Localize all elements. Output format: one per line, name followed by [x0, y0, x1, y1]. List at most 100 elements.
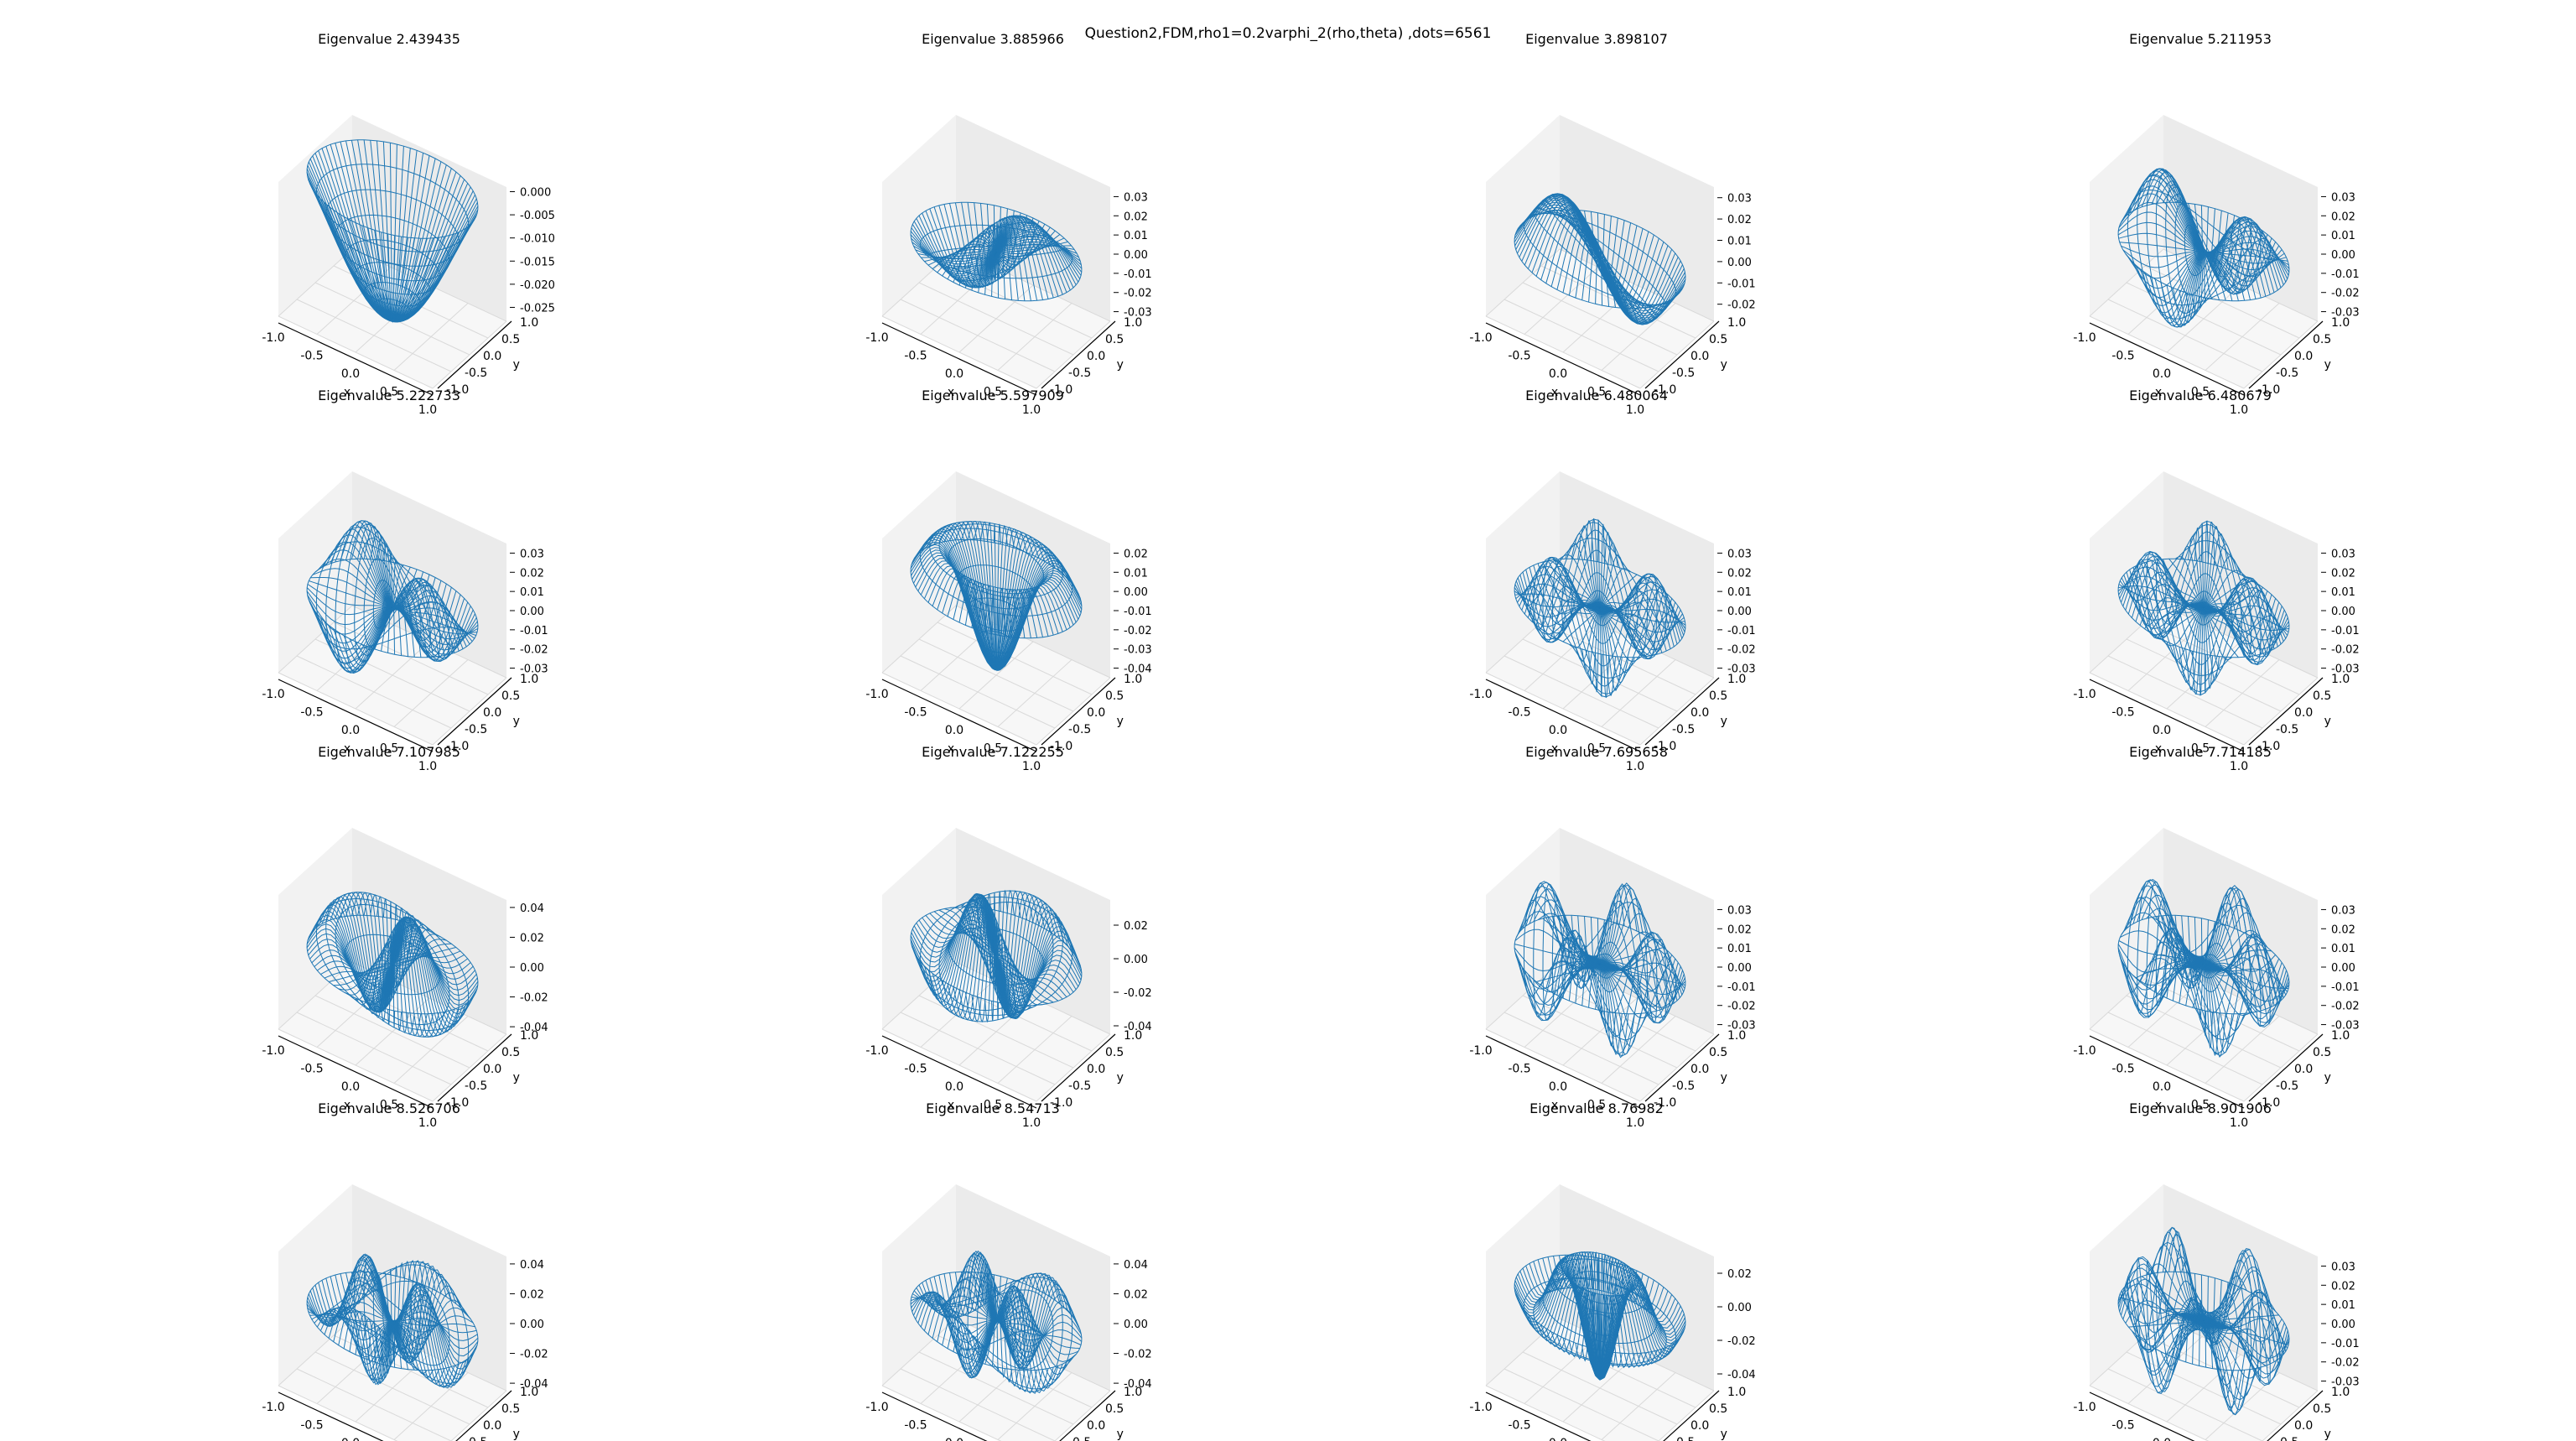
surface-ring [929, 1272, 1063, 1392]
subplot-11: Eigenvalue 7.695658-1.0-0.50.00.51.0x1.0… [1469, 744, 1755, 1130]
x-axis-line [1485, 1035, 1641, 1109]
z-tick-label: 0.02 [2331, 567, 2355, 580]
surface-ray [2203, 1284, 2236, 1322]
surface-ray [2172, 251, 2205, 326]
z-tick-label: -0.01 [1124, 268, 1152, 281]
pane-floor [882, 1319, 1110, 1441]
surface-mesh [910, 520, 1083, 672]
z-tick-label: 0.04 [520, 903, 544, 915]
surface-ray [2139, 583, 2205, 626]
surface-ring [1571, 1271, 1629, 1305]
surface-ray [924, 251, 996, 263]
subplot-title: Eigenvalue 5.211953 [2129, 31, 2272, 47]
surface-ring [2117, 558, 2290, 658]
y-tick-label: -0.5 [465, 1079, 487, 1093]
y-tick-label: -0.5 [465, 1436, 487, 1441]
subplot-title: Eigenvalue 7.107985 [318, 744, 460, 760]
y-axis-line [1663, 1390, 1720, 1441]
x-tick-label: -0.5 [904, 706, 927, 720]
surface-ray [2123, 896, 2205, 965]
surface-ray [324, 607, 393, 674]
subplot-5: Eigenvalue 5.222733-1.0-0.50.00.51.0x1.0… [262, 388, 548, 773]
surface-ray [2203, 1320, 2239, 1412]
surface-ring [315, 164, 470, 252]
x-tick-label: 1.0 [2230, 760, 2248, 773]
surface-ray [916, 1287, 997, 1322]
x-tick-label: -0.5 [1508, 350, 1530, 363]
z-tick-label: 0.03 [1727, 904, 1752, 917]
x-tick-label: 0.0 [341, 724, 360, 737]
y-tick-label: 0.0 [483, 1419, 501, 1433]
surface-ray [995, 245, 1072, 252]
surface-ray [1599, 964, 1642, 1047]
surface-ring [967, 898, 1026, 1014]
grid-line [432, 320, 507, 389]
surface-ray [1599, 607, 1641, 663]
grid-line [1658, 1390, 1715, 1441]
surface-ray [1599, 889, 1625, 965]
axis-lines [1485, 1033, 1720, 1109]
z-tick-label: 0.00 [2331, 249, 2355, 262]
y-tick-label: -0.5 [1672, 723, 1695, 736]
surface-ray [392, 577, 445, 656]
surface-ring [335, 904, 450, 1025]
surface-ray [2118, 232, 2205, 252]
surface-ring [2137, 174, 2271, 320]
surface-ray [995, 909, 1069, 1020]
surface-ray [377, 140, 393, 320]
axis-lines [278, 677, 512, 752]
surface-ray [2203, 1320, 2288, 1386]
x-tick-label: -1.0 [865, 688, 888, 701]
surface-ray [328, 607, 393, 674]
surface-ray [314, 903, 393, 1011]
z-tick-label: 0.02 [1727, 1268, 1752, 1281]
surface-ray [2144, 597, 2205, 630]
surface-ray [2119, 1256, 2205, 1322]
grid-lines [2089, 1318, 2319, 1441]
surface-mesh [306, 139, 479, 324]
surface-ray [307, 918, 393, 1004]
surface-ray [923, 892, 997, 1003]
surface-ring [344, 523, 441, 673]
x-axis-label: x [1551, 742, 1558, 756]
x-axis-line [881, 679, 1037, 752]
x-tick-label: 0.0 [945, 1437, 963, 1441]
surface-mesh [306, 520, 479, 674]
grid-line [1540, 1334, 1696, 1408]
surface-ray [1545, 585, 1601, 633]
surface-ray [1599, 574, 1638, 609]
surface-ring [1523, 212, 1677, 305]
surface-ray [911, 224, 997, 278]
surface-ray [2203, 237, 2272, 290]
surface-ring [2155, 897, 2252, 1038]
grid-line [2144, 1334, 2300, 1408]
surface-ray [345, 520, 393, 609]
surface-ring [929, 244, 1063, 259]
surface-ray [2203, 888, 2253, 965]
z-tick-label: 0.00 [2331, 1319, 2355, 1331]
surface-ray [392, 919, 424, 984]
surface-ray [2203, 1314, 2279, 1322]
surface-ring [2165, 919, 2242, 1014]
surface-ring [1523, 538, 1677, 679]
y-tick-label: -1.0 [446, 740, 469, 753]
surface-ray [995, 229, 1083, 273]
y-axis-line [1059, 1390, 1116, 1441]
z-tick-label: -0.020 [520, 279, 555, 292]
z-tick-label: 0.000 [520, 187, 551, 200]
surface-ray [392, 607, 475, 639]
surface-ray [942, 896, 997, 1016]
grid-line [2243, 1033, 2319, 1102]
z-tick-label: -0.03 [1124, 644, 1152, 657]
surface-ring [2117, 1271, 2290, 1371]
surface-ray [2203, 577, 2278, 648]
x-tick-label: 0.0 [2153, 724, 2171, 737]
surface-ring [306, 914, 479, 1015]
x-tick-label: -1.0 [2073, 331, 2096, 345]
surface-ray [343, 1308, 393, 1384]
y-tick-label: 0.5 [2313, 1046, 2331, 1059]
surface-ray [392, 1320, 408, 1370]
surface-ray [2203, 242, 2277, 287]
surface-ring [344, 934, 441, 996]
surface-mesh [1514, 518, 1686, 699]
